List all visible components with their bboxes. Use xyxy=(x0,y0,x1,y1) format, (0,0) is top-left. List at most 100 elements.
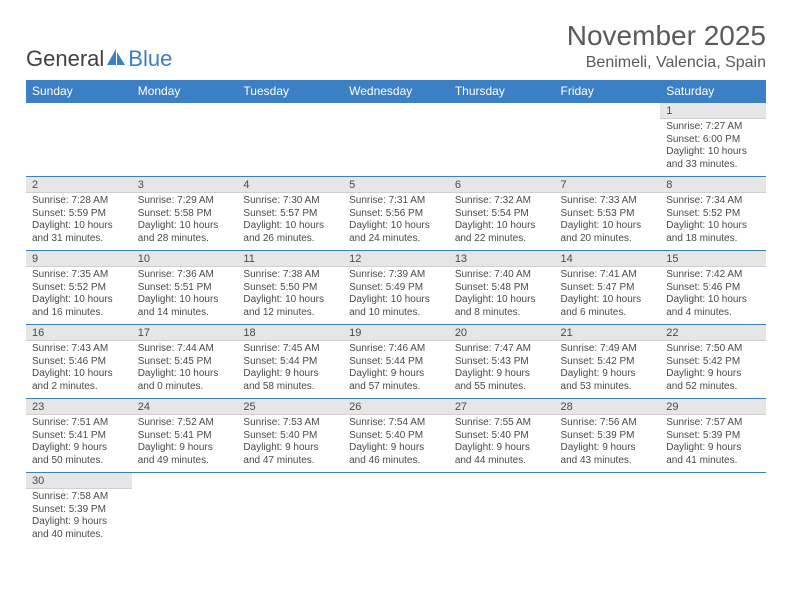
daylight: Daylight: 9 hours and 58 minutes. xyxy=(243,368,337,393)
day-body: Sunrise: 7:33 AMSunset: 5:53 PMDaylight:… xyxy=(555,193,661,247)
calendar-cell xyxy=(555,473,661,547)
calendar-cell: 11Sunrise: 7:38 AMSunset: 5:50 PMDayligh… xyxy=(237,251,343,325)
sunset: Sunset: 5:56 PM xyxy=(349,208,443,221)
day-body: Sunrise: 7:53 AMSunset: 5:40 PMDaylight:… xyxy=(237,415,343,469)
day-number: 3 xyxy=(132,177,238,193)
day-body: Sunrise: 7:30 AMSunset: 5:57 PMDaylight:… xyxy=(237,193,343,247)
daylight: Daylight: 10 hours and 6 minutes. xyxy=(561,294,655,319)
calendar-cell: 30Sunrise: 7:58 AMSunset: 5:39 PMDayligh… xyxy=(26,473,132,547)
sunrise: Sunrise: 7:58 AM xyxy=(32,491,126,504)
day-body: Sunrise: 7:56 AMSunset: 5:39 PMDaylight:… xyxy=(555,415,661,469)
day-header: Tuesday xyxy=(237,80,343,103)
day-number: 5 xyxy=(343,177,449,193)
sunrise: Sunrise: 7:43 AM xyxy=(32,343,126,356)
day-number: 16 xyxy=(26,325,132,341)
day-number: 6 xyxy=(449,177,555,193)
calendar-cell: 27Sunrise: 7:55 AMSunset: 5:40 PMDayligh… xyxy=(449,399,555,473)
sunset: Sunset: 5:42 PM xyxy=(666,356,760,369)
daylight: Daylight: 10 hours and 28 minutes. xyxy=(138,220,232,245)
calendar-row: 1Sunrise: 7:27 AMSunset: 6:00 PMDaylight… xyxy=(26,103,766,177)
day-number: 10 xyxy=(132,251,238,267)
calendar-cell: 24Sunrise: 7:52 AMSunset: 5:41 PMDayligh… xyxy=(132,399,238,473)
daylight: Daylight: 10 hours and 2 minutes. xyxy=(32,368,126,393)
sunrise: Sunrise: 7:53 AM xyxy=(243,417,337,430)
sunset: Sunset: 5:54 PM xyxy=(455,208,549,221)
sunset: Sunset: 5:48 PM xyxy=(455,282,549,295)
daylight: Daylight: 10 hours and 20 minutes. xyxy=(561,220,655,245)
day-header: Saturday xyxy=(660,80,766,103)
calendar-cell xyxy=(449,473,555,547)
calendar-cell: 3Sunrise: 7:29 AMSunset: 5:58 PMDaylight… xyxy=(132,177,238,251)
calendar-cell xyxy=(26,103,132,177)
calendar-cell xyxy=(132,103,238,177)
calendar-row: 2Sunrise: 7:28 AMSunset: 5:59 PMDaylight… xyxy=(26,177,766,251)
daylight: Daylight: 10 hours and 26 minutes. xyxy=(243,220,337,245)
sunrise: Sunrise: 7:39 AM xyxy=(349,269,443,282)
day-body: Sunrise: 7:31 AMSunset: 5:56 PMDaylight:… xyxy=(343,193,449,247)
sunset: Sunset: 5:51 PM xyxy=(138,282,232,295)
sunrise: Sunrise: 7:31 AM xyxy=(349,195,443,208)
day-body: Sunrise: 7:51 AMSunset: 5:41 PMDaylight:… xyxy=(26,415,132,469)
day-number: 22 xyxy=(660,325,766,341)
calendar-cell: 22Sunrise: 7:50 AMSunset: 5:42 PMDayligh… xyxy=(660,325,766,399)
sunrise: Sunrise: 7:41 AM xyxy=(561,269,655,282)
day-body: Sunrise: 7:49 AMSunset: 5:42 PMDaylight:… xyxy=(555,341,661,395)
calendar-cell: 17Sunrise: 7:44 AMSunset: 5:45 PMDayligh… xyxy=(132,325,238,399)
sunrise: Sunrise: 7:52 AM xyxy=(138,417,232,430)
sunset: Sunset: 6:00 PM xyxy=(666,134,760,147)
sunset: Sunset: 5:50 PM xyxy=(243,282,337,295)
calendar-cell: 21Sunrise: 7:49 AMSunset: 5:42 PMDayligh… xyxy=(555,325,661,399)
sunrise: Sunrise: 7:51 AM xyxy=(32,417,126,430)
daylight: Daylight: 9 hours and 46 minutes. xyxy=(349,442,443,467)
sunrise: Sunrise: 7:46 AM xyxy=(349,343,443,356)
calendar-cell: 14Sunrise: 7:41 AMSunset: 5:47 PMDayligh… xyxy=(555,251,661,325)
daylight: Daylight: 10 hours and 14 minutes. xyxy=(138,294,232,319)
month-title: November 2025 xyxy=(567,20,766,52)
calendar-cell xyxy=(555,103,661,177)
calendar-row: 23Sunrise: 7:51 AMSunset: 5:41 PMDayligh… xyxy=(26,399,766,473)
sunrise: Sunrise: 7:30 AM xyxy=(243,195,337,208)
sunrise: Sunrise: 7:34 AM xyxy=(666,195,760,208)
day-number: 26 xyxy=(343,399,449,415)
calendar-table: Sunday Monday Tuesday Wednesday Thursday… xyxy=(26,80,766,547)
day-body: Sunrise: 7:34 AMSunset: 5:52 PMDaylight:… xyxy=(660,193,766,247)
day-body: Sunrise: 7:43 AMSunset: 5:46 PMDaylight:… xyxy=(26,341,132,395)
calendar-cell: 4Sunrise: 7:30 AMSunset: 5:57 PMDaylight… xyxy=(237,177,343,251)
logo: General Blue xyxy=(26,46,172,72)
sunrise: Sunrise: 7:45 AM xyxy=(243,343,337,356)
calendar-cell: 19Sunrise: 7:46 AMSunset: 5:44 PMDayligh… xyxy=(343,325,449,399)
day-body: Sunrise: 7:41 AMSunset: 5:47 PMDaylight:… xyxy=(555,267,661,321)
sunset: Sunset: 5:39 PM xyxy=(666,430,760,443)
calendar-row: 30Sunrise: 7:58 AMSunset: 5:39 PMDayligh… xyxy=(26,473,766,547)
sunset: Sunset: 5:58 PM xyxy=(138,208,232,221)
sunset: Sunset: 5:52 PM xyxy=(666,208,760,221)
calendar-cell: 28Sunrise: 7:56 AMSunset: 5:39 PMDayligh… xyxy=(555,399,661,473)
day-number: 8 xyxy=(660,177,766,193)
sunset: Sunset: 5:40 PM xyxy=(455,430,549,443)
daylight: Daylight: 9 hours and 53 minutes. xyxy=(561,368,655,393)
daylight: Daylight: 10 hours and 8 minutes. xyxy=(455,294,549,319)
daylight: Daylight: 9 hours and 57 minutes. xyxy=(349,368,443,393)
day-header: Sunday xyxy=(26,80,132,103)
calendar-cell: 9Sunrise: 7:35 AMSunset: 5:52 PMDaylight… xyxy=(26,251,132,325)
sunset: Sunset: 5:57 PM xyxy=(243,208,337,221)
day-number: 4 xyxy=(237,177,343,193)
sunrise: Sunrise: 7:40 AM xyxy=(455,269,549,282)
day-number: 18 xyxy=(237,325,343,341)
calendar-cell: 15Sunrise: 7:42 AMSunset: 5:46 PMDayligh… xyxy=(660,251,766,325)
day-number: 11 xyxy=(237,251,343,267)
sunset: Sunset: 5:49 PM xyxy=(349,282,443,295)
daylight: Daylight: 10 hours and 31 minutes. xyxy=(32,220,126,245)
day-body: Sunrise: 7:40 AMSunset: 5:48 PMDaylight:… xyxy=(449,267,555,321)
calendar-cell xyxy=(237,473,343,547)
day-body: Sunrise: 7:45 AMSunset: 5:44 PMDaylight:… xyxy=(237,341,343,395)
calendar-cell: 2Sunrise: 7:28 AMSunset: 5:59 PMDaylight… xyxy=(26,177,132,251)
sunset: Sunset: 5:41 PM xyxy=(32,430,126,443)
day-number: 1 xyxy=(660,103,766,119)
day-body: Sunrise: 7:27 AMSunset: 6:00 PMDaylight:… xyxy=(660,119,766,173)
calendar-cell: 26Sunrise: 7:54 AMSunset: 5:40 PMDayligh… xyxy=(343,399,449,473)
calendar-cell xyxy=(343,473,449,547)
daylight: Daylight: 10 hours and 24 minutes. xyxy=(349,220,443,245)
title-block: November 2025 Benimeli, Valencia, Spain xyxy=(567,20,766,72)
sunset: Sunset: 5:44 PM xyxy=(243,356,337,369)
